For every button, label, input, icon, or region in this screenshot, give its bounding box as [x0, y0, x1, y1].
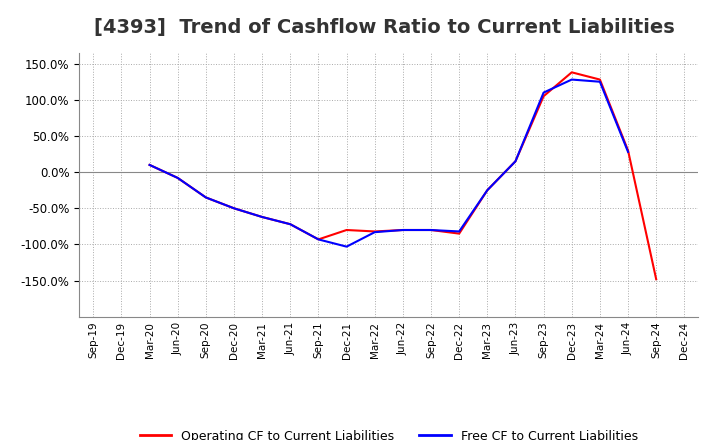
Legend: Operating CF to Current Liabilities, Free CF to Current Liabilities: Operating CF to Current Liabilities, Fre…	[135, 425, 643, 440]
Text: [4393]  Trend of Cashflow Ratio to Current Liabilities: [4393] Trend of Cashflow Ratio to Curren…	[94, 18, 675, 37]
